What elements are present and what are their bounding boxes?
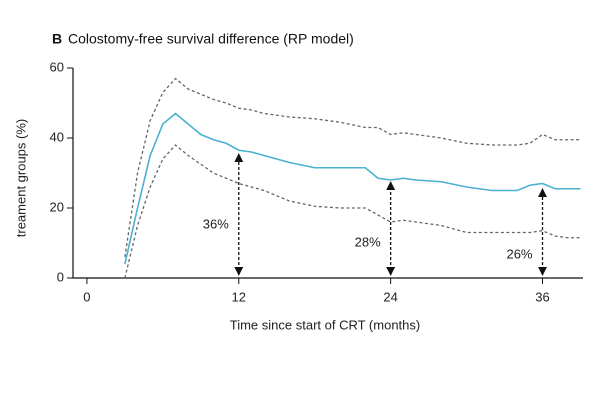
y-tick-label: 20	[50, 199, 64, 214]
series-line	[124, 77, 581, 258]
x-axis-label: Time since start of CRT (months)	[230, 317, 420, 332]
x-tick-label: 24	[383, 289, 397, 304]
difference-label: 36%	[203, 216, 229, 231]
x-tick-label: 12	[232, 289, 246, 304]
difference-label: 28%	[355, 234, 381, 249]
y-axis-label: treament groups (%)	[13, 119, 28, 238]
x-tick-label: 0	[83, 289, 90, 304]
series-line	[124, 144, 581, 279]
panel-label: B	[52, 31, 62, 47]
chart-title: Colostomy-free survival difference (RP m…	[68, 31, 354, 47]
y-tick-label: 60	[50, 59, 64, 74]
difference-label: 26%	[506, 246, 532, 261]
series-line	[124, 112, 581, 265]
x-tick-label: 36	[535, 289, 549, 304]
y-tick-label: 40	[50, 129, 64, 144]
y-tick-label: 0	[57, 269, 64, 284]
